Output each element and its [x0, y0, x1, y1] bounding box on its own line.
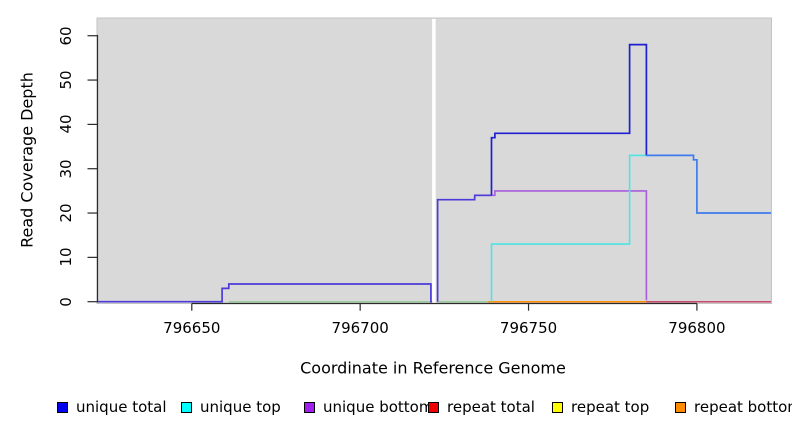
y-tick-label: 40	[57, 114, 75, 134]
legend-swatch-icon	[675, 401, 686, 413]
unique-total-line	[646, 154, 771, 214]
legend-item-unique-total: unique total	[57, 398, 167, 416]
unique-total-line	[97, 283, 435, 303]
x-tick-label: 796650	[163, 319, 221, 337]
missing-data-gap	[432, 18, 436, 304]
legend-swatch-icon	[304, 401, 315, 413]
legend-item-unique-bottom: unique bottom	[304, 398, 434, 416]
y-tick-label: 60	[57, 26, 75, 46]
legend-swatch-icon	[181, 401, 192, 413]
unique-total-line	[490, 43, 648, 196]
legend-label: unique top	[200, 398, 281, 416]
x-axis-title: Coordinate in Reference Genome	[300, 358, 566, 378]
legend-swatch-icon	[552, 401, 563, 413]
legend-label: unique total	[76, 398, 167, 416]
legend-item-unique-top: unique top	[181, 398, 281, 416]
legend-item-repeat-total: repeat total	[428, 398, 535, 416]
y-tick-label: 0	[57, 296, 75, 307]
legend-label: repeat bottom	[694, 398, 792, 416]
y-tick-label: 10	[57, 247, 75, 267]
y-axis-title: Read Coverage Depth	[17, 72, 37, 248]
y-tick-label: 50	[57, 70, 75, 90]
unique-total-line	[436, 194, 492, 302]
legend-item-repeat-top: repeat top	[552, 398, 650, 416]
legend-label: repeat top	[571, 398, 650, 416]
legend-label: repeat total	[447, 398, 535, 416]
legend-swatch-icon	[57, 401, 68, 413]
x-tick-label: 796700	[331, 319, 389, 337]
unique-top-line	[490, 154, 650, 302]
legend-swatch-icon	[428, 401, 439, 413]
x-tick-label: 796750	[499, 319, 558, 337]
y-tick-label: 30	[57, 159, 75, 179]
y-tick-label: 20	[57, 203, 75, 223]
legend-label: unique bottom	[323, 398, 434, 416]
legend-item-repeat-bottom: repeat bottom	[675, 398, 792, 416]
x-tick-label: 796800	[668, 319, 726, 337]
